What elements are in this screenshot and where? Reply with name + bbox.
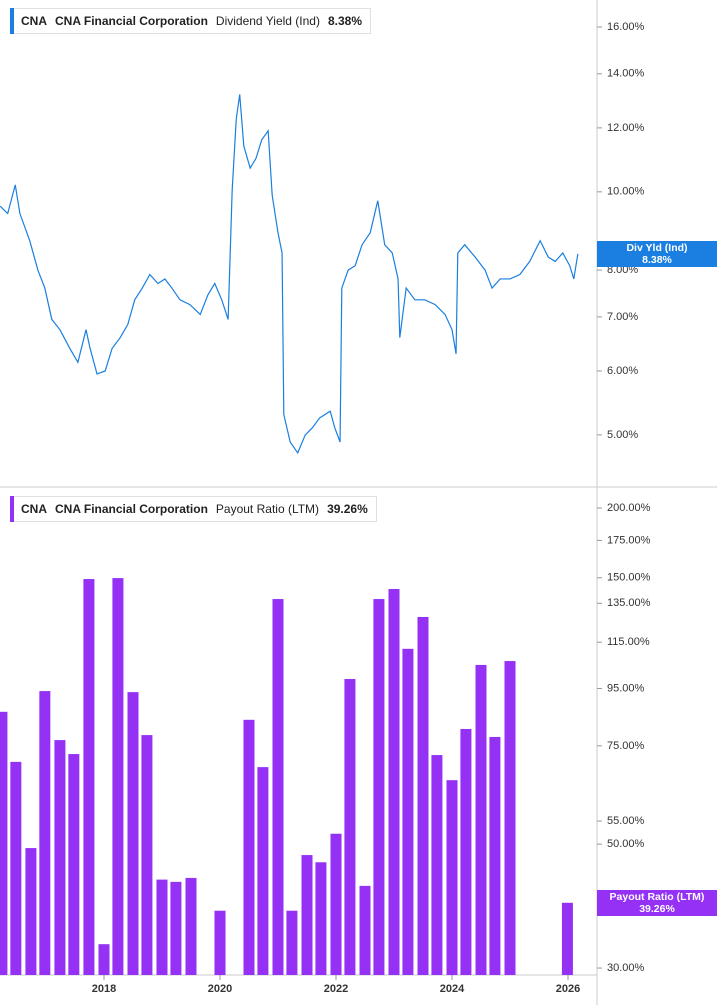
bar (561, 902, 573, 975)
current-value: 39.26% (327, 502, 368, 516)
series-name: Payout Ratio (LTM) (215, 502, 320, 516)
bar (359, 885, 371, 975)
bar (98, 944, 110, 975)
bar (301, 855, 313, 975)
bar (330, 833, 342, 975)
y-tick-label: 16.00% (607, 21, 645, 33)
y-tick-label: 55.00% (607, 815, 645, 827)
legend-swatch (10, 8, 14, 34)
x-tick-label: 2018 (92, 983, 116, 995)
tag-label: Div Yld (Ind) (626, 241, 688, 254)
y-tick-label: 175.00% (607, 534, 651, 546)
x-tick-label: 2026 (556, 983, 580, 995)
y-tick-label: 8.00% (607, 264, 638, 276)
tag-label: Payout Ratio (LTM) (609, 890, 705, 903)
bar (504, 661, 516, 975)
y-tick-label: 7.00% (607, 311, 638, 323)
bar (460, 728, 472, 975)
bar (39, 691, 51, 975)
x-tick-label: 2024 (440, 983, 465, 995)
x-tick-label: 2022 (324, 983, 348, 995)
bar (170, 881, 182, 975)
line (0, 94, 579, 455)
bar (25, 848, 37, 975)
y-tick-label: 6.00% (607, 365, 638, 377)
bar (127, 692, 139, 975)
bar (10, 761, 22, 975)
bar (373, 599, 385, 975)
axes: 5.00% 6.00% 7.00% 8.00% 10.00% 12.00% 14.00% 16… (92, 21, 651, 995)
y-tick-label: 14.00% (607, 68, 645, 80)
bar (0, 711, 8, 975)
y-tick-label: 200.00% (607, 502, 651, 514)
company: CNA Financial Corporation (55, 502, 208, 516)
ticker: CNA (21, 502, 47, 516)
y-tick-label: 95.00% (607, 682, 645, 694)
bar (402, 648, 414, 975)
plot-area (0, 94, 579, 455)
plot-area (0, 578, 573, 975)
x-tick-label: 2020 (208, 983, 232, 995)
current-value: 8.38% (327, 14, 362, 28)
bar (344, 679, 356, 975)
bar (112, 578, 124, 975)
ticker: CNA (21, 14, 47, 28)
y-tick-label: 135.00% (607, 597, 651, 609)
legend: CNA CNA Financial Corporation Dividend Y… (10, 8, 371, 34)
y-tick-label: 12.00% (607, 122, 645, 134)
bar (141, 735, 153, 975)
series-name: Dividend Yield (Ind) (215, 14, 320, 28)
price-tag: Div Yld (Ind) 8.38% (597, 240, 717, 267)
legend-swatch (10, 496, 14, 522)
bar (214, 910, 226, 975)
tag-value: 8.38% (642, 253, 672, 266)
bar (315, 862, 327, 975)
bar (243, 719, 255, 975)
tag-value: 39.26% (639, 902, 675, 915)
y-tick-label: 10.00% (607, 186, 645, 198)
bar (431, 755, 443, 975)
y-tick-label: 75.00% (607, 740, 645, 752)
bar (257, 767, 269, 975)
y-tick-label: 150.00% (607, 572, 651, 584)
legend: CNA CNA Financial Corporation Payout Rat… (10, 496, 377, 522)
price-tag: Payout Ratio (LTM) 39.26% (597, 889, 717, 916)
bar (83, 579, 95, 975)
bar (388, 589, 400, 975)
y-tick-label: 115.00% (607, 636, 650, 648)
y-tick-label: 5.00% (607, 429, 638, 441)
y-tick-label: 30.00% (607, 962, 645, 974)
bar (272, 599, 284, 975)
y-tick-label: 50.00% (607, 838, 645, 850)
company: CNA Financial Corporation (55, 14, 208, 28)
bar (489, 736, 501, 975)
bar (286, 910, 298, 975)
bar (54, 740, 66, 975)
bar (417, 616, 429, 975)
bar (68, 754, 80, 975)
bar (475, 664, 487, 975)
bar (446, 780, 458, 975)
bar (156, 879, 168, 975)
bar (185, 877, 197, 975)
